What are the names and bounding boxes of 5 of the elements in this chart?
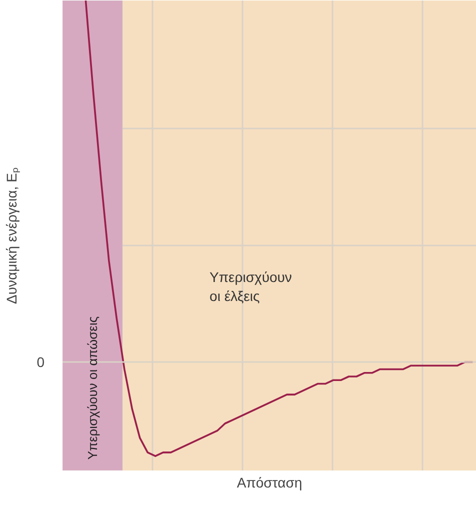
annotation: Υπερισχύουν οι έλξεις: [210, 268, 292, 304]
x-axis-title: Απόσταση: [236, 474, 302, 490]
ref-line-label: 0: [36, 354, 45, 370]
annotation: Υπερισχύουν οι απώσεις: [84, 316, 100, 460]
y-axis-title: Δυναμική ενέργεια, Eₚ: [4, 167, 21, 304]
